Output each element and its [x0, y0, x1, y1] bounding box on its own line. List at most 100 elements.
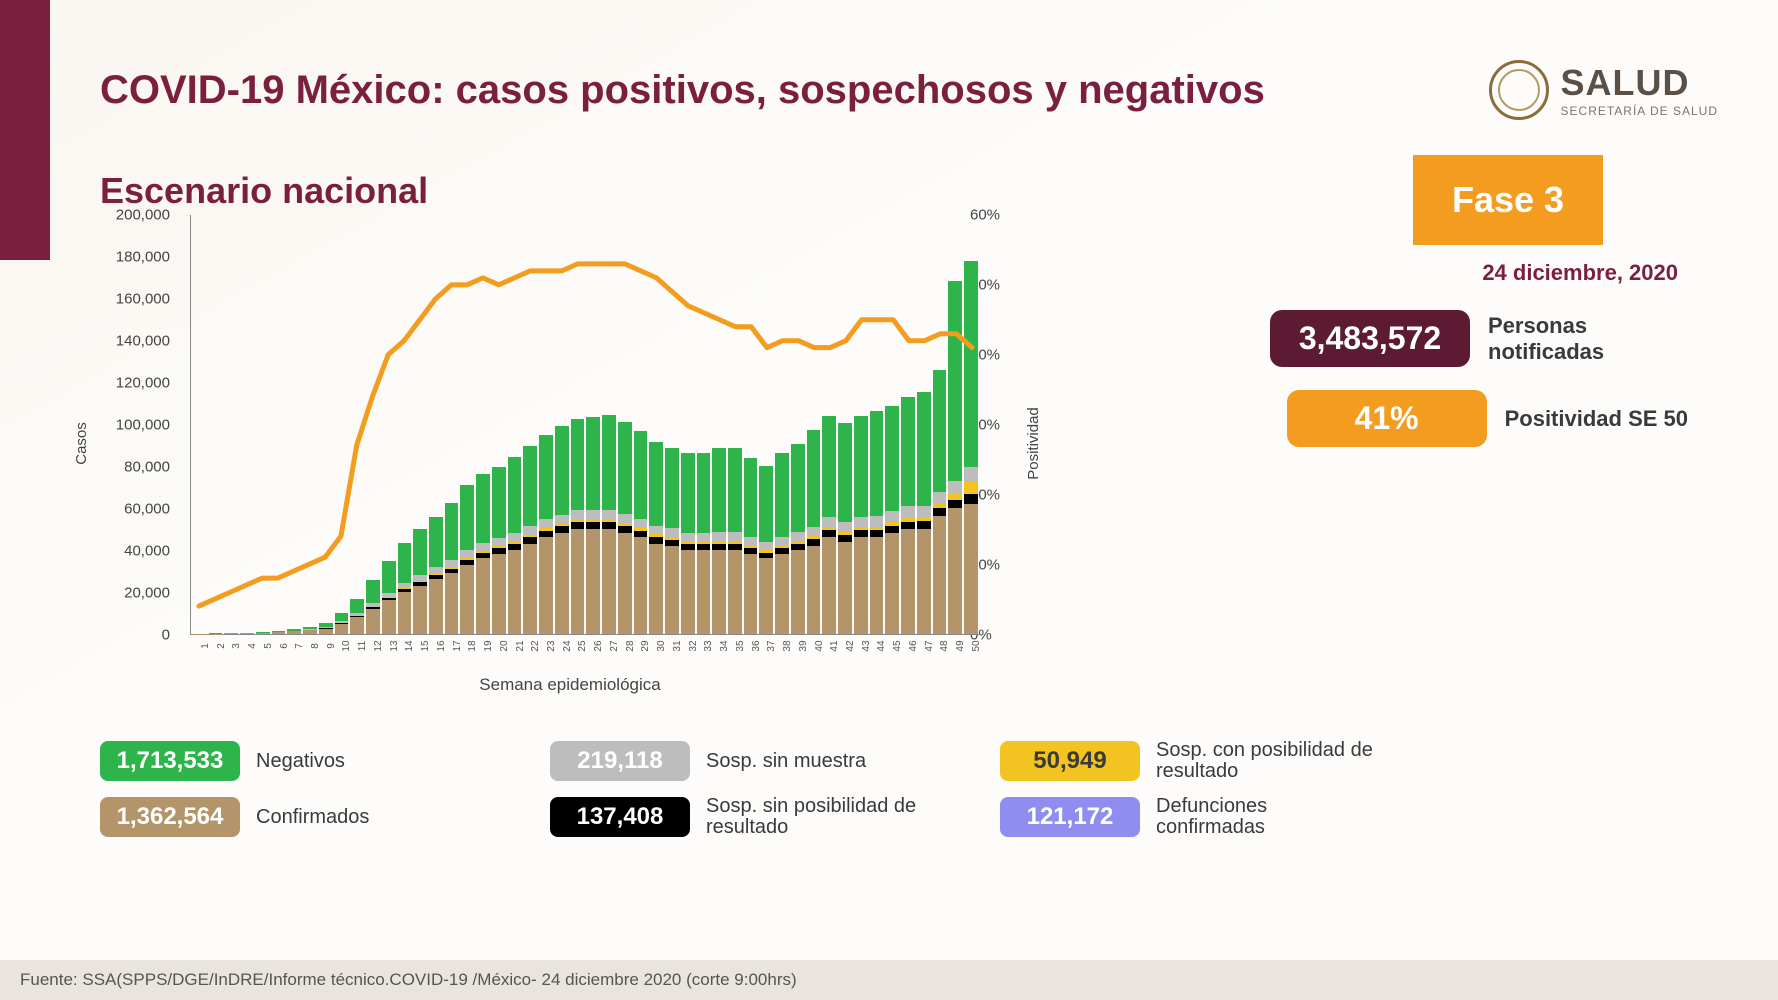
bar-segment-sosp_sin_muestra	[539, 519, 553, 528]
bar-segment-sosp_sin_muestra	[822, 517, 836, 527]
x-tick: 15	[420, 640, 431, 651]
bar-segment-negativos	[634, 431, 648, 519]
y-tick-left: 120,000	[90, 375, 170, 392]
bar-segment-confirmados	[429, 579, 443, 634]
bar-segment-sosp_sin_pos	[539, 531, 553, 538]
bar-week: 5	[256, 632, 270, 634]
x-tick: 50	[971, 640, 982, 651]
x-tick: 7	[294, 643, 305, 649]
bar-week: 47	[917, 392, 931, 634]
bar-segment-confirmados	[618, 533, 632, 634]
bar-segment-confirmados	[822, 537, 836, 634]
bar-week: 16	[429, 517, 443, 634]
bar-segment-sosp_sin_pos	[602, 522, 616, 529]
dashboard-page: COVID-19 México: casos positivos, sospec…	[0, 0, 1778, 1000]
bar-segment-sosp_sin_pos	[901, 522, 915, 529]
bar-week: 40	[807, 430, 821, 634]
page-title: COVID-19 México: casos positivos, sospec…	[100, 68, 1265, 113]
bar-segment-confirmados	[901, 529, 915, 634]
bar-segment-confirmados	[555, 533, 569, 634]
x-tick: 32	[688, 640, 699, 651]
x-tick: 19	[483, 640, 494, 651]
bar-segment-negativos	[335, 613, 349, 621]
x-tick: 23	[546, 640, 557, 651]
y-tick-left: 80,000	[90, 459, 170, 476]
bar-segment-sosp_sin_muestra	[634, 519, 648, 528]
bar-segment-negativos	[775, 453, 789, 537]
bar-segment-confirmados	[728, 550, 742, 634]
bar-segment-confirmados	[744, 554, 758, 634]
bar-segment-sosp_sin_muestra	[697, 533, 711, 541]
bar-segment-sosp_sin_muestra	[508, 533, 522, 541]
legend-badge: 219,118	[550, 741, 690, 781]
legend-label: Confirmados	[256, 807, 369, 828]
x-tick: 45	[892, 640, 903, 651]
bar-segment-confirmados	[382, 600, 396, 634]
bar-segment-negativos	[822, 416, 836, 517]
bar-segment-confirmados	[917, 529, 931, 634]
bar-week: 20	[492, 467, 506, 634]
y-axis-left-label: Casos	[73, 422, 90, 465]
phase-badge: Fase 3	[1413, 155, 1603, 245]
legend-item: 50,949Sosp. con posibilidad de resultado	[1000, 740, 1420, 782]
bar-week: 15	[413, 529, 427, 634]
bar-segment-negativos	[429, 517, 443, 567]
y-tick-left: 100,000	[90, 417, 170, 434]
bar-segment-sosp_sin_muestra	[854, 517, 868, 527]
x-tick: 1	[200, 643, 211, 649]
bar-segment-negativos	[413, 529, 427, 575]
bar-segment-negativos	[555, 426, 569, 514]
bar-week: 27	[602, 415, 616, 634]
x-tick: 3	[231, 643, 242, 649]
bar-group: 1234567891011121314151617181920212223242…	[191, 215, 980, 634]
legend-item: 1,362,564Confirmados	[100, 796, 520, 838]
bar-segment-negativos	[350, 599, 364, 614]
bar-segment-sosp_sin_muestra	[838, 522, 852, 532]
bar-segment-confirmados	[445, 573, 459, 634]
bar-segment-sosp_sin_muestra	[681, 533, 695, 541]
bar-segment-negativos	[649, 442, 663, 526]
bar-segment-sosp_sin_muestra	[492, 538, 506, 546]
bar-week: 31	[665, 448, 679, 634]
x-tick: 25	[577, 640, 588, 651]
bar-week: 9	[319, 623, 333, 634]
bar-week: 48	[933, 370, 947, 634]
bar-week: 14	[398, 543, 412, 634]
bar-segment-negativos	[901, 397, 915, 506]
bar-segment-negativos	[445, 503, 459, 560]
legend-label: Sosp. sin muestra	[706, 751, 866, 772]
x-tick: 13	[389, 640, 400, 651]
legend-badge: 137,408	[550, 797, 690, 837]
x-tick: 36	[751, 640, 762, 651]
bar-segment-confirmados	[759, 558, 773, 634]
bar-week: 42	[838, 423, 852, 634]
x-tick: 11	[357, 641, 368, 651]
bar-segment-sosp_sin_pos	[870, 530, 884, 537]
bar-segment-sosp_sin_muestra	[445, 560, 459, 567]
bar-segment-sosp_sin_pos	[571, 522, 585, 529]
bar-week: 33	[697, 453, 711, 634]
y-tick-left: 140,000	[90, 333, 170, 350]
bar-segment-negativos	[933, 370, 947, 492]
bar-segment-sosp_sin_pos	[822, 530, 836, 537]
bar-segment-confirmados	[398, 592, 412, 634]
bar-week: 34	[712, 448, 726, 634]
header: COVID-19 México: casos positivos, sospec…	[100, 60, 1718, 120]
x-tick: 6	[279, 643, 290, 649]
x-tick: 8	[310, 643, 321, 649]
legend-item: 1,713,533Negativos	[100, 740, 520, 782]
bar-segment-confirmados	[366, 609, 380, 634]
bar-segment-negativos	[618, 422, 632, 514]
x-tick: 49	[955, 640, 966, 651]
bar-week: 19	[476, 474, 490, 634]
bar-week: 24	[555, 426, 569, 634]
bar-segment-negativos	[697, 453, 711, 533]
bar-segment-negativos	[539, 435, 553, 519]
bar-segment-negativos	[492, 467, 506, 538]
bar-segment-sosp_sin_muestra	[870, 516, 884, 527]
x-tick: 9	[326, 643, 337, 649]
y-tick-left: 20,000	[90, 585, 170, 602]
bar-segment-confirmados	[240, 633, 254, 634]
bar-segment-confirmados	[539, 537, 553, 634]
x-tick: 46	[908, 640, 919, 651]
